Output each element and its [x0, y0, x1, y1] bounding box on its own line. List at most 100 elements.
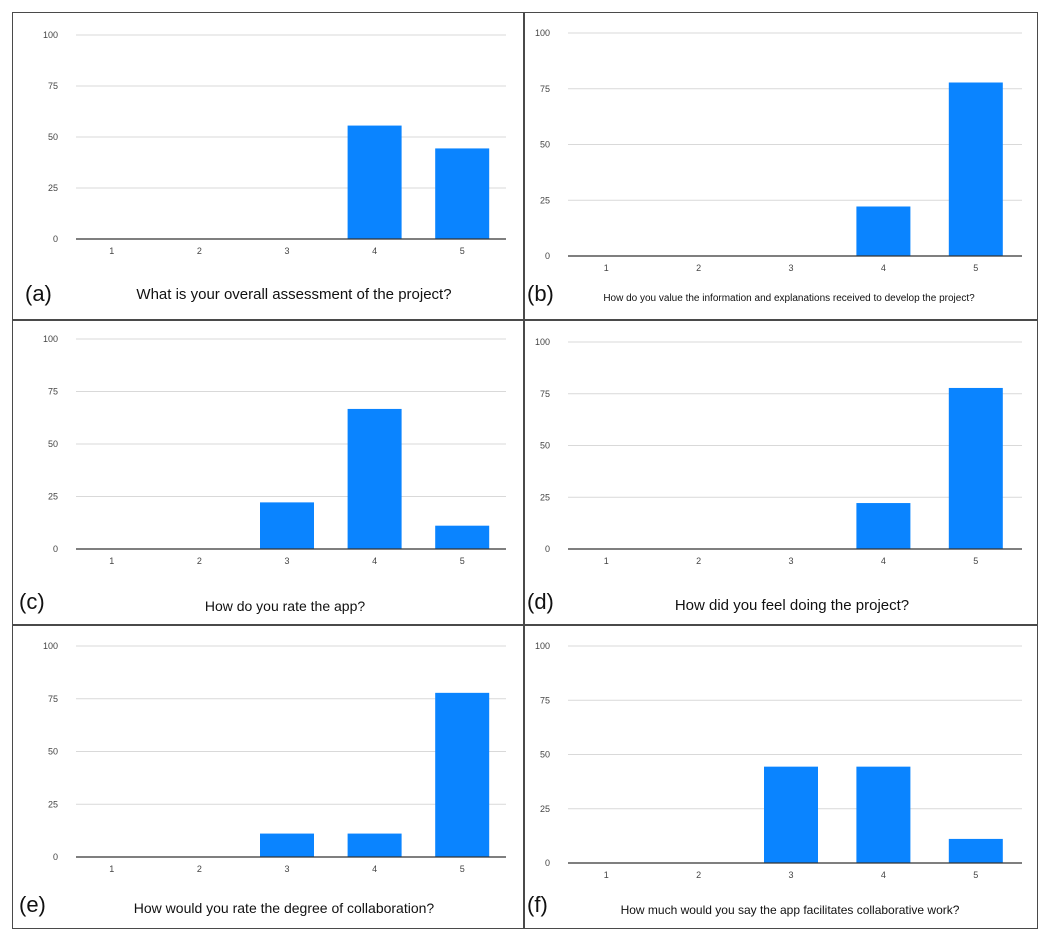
x-tick-label: 5	[973, 870, 978, 880]
y-tick-label: 0	[545, 858, 550, 868]
x-tick-label: 5	[460, 864, 465, 874]
x-tick-label: 1	[109, 864, 114, 874]
bar-chart-d: 0 25 50 75 100 1 2 3 4 5	[535, 337, 1022, 566]
y-tick-label: 75	[48, 694, 58, 704]
chart-title: How would you rate the degree of collabo…	[133, 900, 435, 916]
x-tick-label: 3	[284, 246, 289, 256]
y-tick-label: 75	[540, 389, 550, 399]
bar-chart-b: 0 25 50 75 100 1 2 3 4 5	[535, 28, 1022, 273]
y-tick-label: 75	[540, 84, 550, 94]
y-tick-label: 0	[53, 544, 58, 554]
x-tick-label: 4	[881, 870, 886, 880]
y-tick-label: 50	[48, 747, 58, 757]
panel-label: (f)	[527, 892, 548, 917]
x-tick-label: 3	[284, 864, 289, 874]
bar-4	[347, 408, 402, 549]
bar-5	[948, 82, 1003, 256]
x-tick-label: 4	[881, 556, 886, 566]
x-tick-label: 4	[372, 864, 377, 874]
x-tick-label: 2	[197, 246, 202, 256]
y-tick-label: 100	[43, 30, 58, 40]
x-tick-label: 2	[696, 556, 701, 566]
bar-5	[435, 148, 490, 239]
y-tick-label: 75	[540, 695, 550, 705]
x-tick-label: 2	[696, 870, 701, 880]
panel-label: (e)	[19, 892, 46, 917]
y-tick-label: 25	[48, 492, 58, 502]
x-tick-label: 2	[197, 556, 202, 566]
bar-5	[948, 387, 1003, 549]
y-tick-label: 100	[535, 28, 550, 38]
bar-chart-f: 0 25 50 75 100 1 2 3 4 5	[535, 641, 1022, 880]
chart-title: How did you feel doing the project?	[674, 597, 910, 614]
y-tick-label: 50	[48, 132, 58, 142]
chart-title: How much would you say the app facilitat…	[620, 903, 960, 917]
chart-title: What is your overall assessment of the p…	[136, 286, 452, 303]
x-tick-label: 1	[109, 246, 114, 256]
y-tick-label: 50	[540, 441, 550, 451]
bar-chart-a: 0 25 50 75 100 1 2 3 4 5	[43, 30, 506, 256]
bar-5	[435, 692, 490, 857]
chart-panel-b: 0 25 50 75 100 1 2 3 4 5 (b) How do you value the i…	[524, 12, 1038, 320]
x-tick-label: 2	[197, 864, 202, 874]
panel-label: (a)	[25, 281, 52, 306]
chart-panel-f: 0 25 50 75 100 1 2 3 4 5 (f) How much would you say…	[524, 625, 1038, 929]
y-tick-label: 100	[43, 334, 58, 344]
chart-panel-e: 0 25 50 75 100 1 2 3 4 5 (e) How would you rate the…	[12, 625, 524, 929]
y-tick-label: 50	[48, 439, 58, 449]
bar-4	[856, 206, 911, 256]
y-tick-label: 0	[53, 234, 58, 244]
y-tick-label: 25	[540, 195, 550, 205]
y-tick-label: 0	[545, 251, 550, 261]
y-tick-label: 50	[540, 750, 550, 760]
chart-panel-d: 0 25 50 75 100 1 2 3 4 5 (d) How did you feel doing…	[524, 320, 1038, 625]
y-tick-label: 25	[48, 799, 58, 809]
y-tick-label: 25	[540, 804, 550, 814]
panel-label: (c)	[19, 589, 45, 614]
x-tick-label: 3	[788, 263, 793, 273]
chart-panel-a: 0 25 50 75 100 1 2 3 4 5 (a) What is your overall a…	[12, 12, 524, 320]
x-tick-label: 1	[109, 556, 114, 566]
x-tick-label: 3	[284, 556, 289, 566]
x-tick-label: 4	[372, 246, 377, 256]
x-tick-label: 3	[788, 556, 793, 566]
chart-title: How do you rate the app?	[204, 598, 366, 614]
panel-label: (b)	[527, 281, 554, 306]
bar-5	[435, 525, 490, 549]
x-tick-label: 5	[460, 246, 465, 256]
bar-3	[260, 833, 314, 857]
y-tick-label: 75	[48, 81, 58, 91]
panel-label: (d)	[527, 589, 554, 614]
bar-chart-e: 0 25 50 75 100 1 2 3 4 5	[43, 641, 506, 874]
bar-4	[347, 125, 402, 239]
bar-4	[856, 503, 911, 549]
y-tick-label: 100	[535, 337, 550, 347]
bar-3	[260, 502, 314, 549]
x-tick-label: 1	[604, 263, 609, 273]
x-tick-label: 5	[973, 263, 978, 273]
bar-3	[764, 766, 818, 863]
y-tick-label: 0	[53, 852, 58, 862]
y-tick-label: 50	[540, 140, 550, 150]
y-tick-label: 100	[535, 641, 550, 651]
y-tick-label: 0	[545, 544, 550, 554]
y-tick-label: 75	[48, 387, 58, 397]
x-tick-label: 4	[372, 556, 377, 566]
y-tick-label: 25	[540, 492, 550, 502]
x-tick-label: 1	[604, 556, 609, 566]
x-tick-label: 2	[696, 263, 701, 273]
y-tick-label: 100	[43, 641, 58, 651]
bar-5	[948, 838, 1003, 863]
bar-4	[856, 766, 911, 863]
bar-4	[347, 833, 402, 857]
y-tick-label: 25	[48, 183, 58, 193]
x-tick-label: 1	[604, 870, 609, 880]
x-tick-label: 3	[788, 870, 793, 880]
chart-panel-c: 0 25 50 75 100 1 2 3 4 5 (c) How do you rate the ap…	[12, 320, 524, 625]
chart-title: How do you value the information and exp…	[603, 293, 975, 304]
x-tick-label: 5	[460, 556, 465, 566]
x-tick-label: 4	[881, 263, 886, 273]
bar-chart-c: 0 25 50 75 100 1 2 3 4 5	[43, 334, 506, 566]
x-tick-label: 5	[973, 556, 978, 566]
